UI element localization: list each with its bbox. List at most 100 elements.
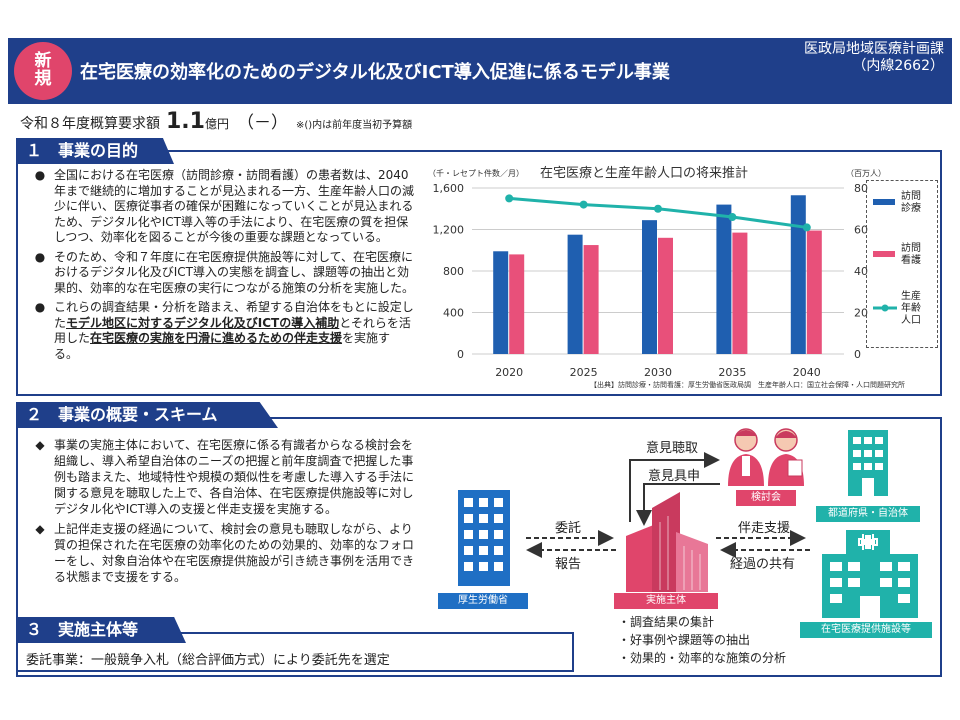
right-tick-label: 40 (854, 265, 868, 278)
bullet-text: そのため、令和７年度に在宅医療提供施設等に対して、在宅医療におけるデジタル化及び… (54, 249, 415, 295)
scheme-arrows (526, 452, 810, 558)
bullet-text: これらの調査結果・分析を踏まえ、希望する自治体をもとに設定したモデル地区に対する… (54, 300, 414, 362)
badge-line-1: 新 (34, 51, 52, 72)
facility-label: 在宅医療提供施設等 (800, 622, 932, 638)
section-scheme-title: ２ 事業の概要・スキーム (16, 402, 278, 428)
line-working-population (509, 196, 808, 229)
bullet-text: 事業の実施主体において、在宅医療に係る有識者からなる検討会を組織し、導入希望自治… (54, 438, 415, 516)
section-title-text: 実施主体等 (58, 620, 139, 639)
list-item: ・効果的・効率的な施策の分析 (618, 649, 786, 667)
legend-swatch-working-pop (873, 304, 897, 312)
scheme-bullet: ◆ 事業の実施主体において、在宅医療に係る有識者からなる検討会を組織し、導入希望… (26, 437, 418, 517)
bullet-text-a: これらの調査結果・分析を踏まえ、希望する自治体をもとに設定した (54, 300, 414, 330)
legend-label-visit-medical: 訪問 診療 (901, 191, 921, 215)
section-purpose-title: １ 事業の目的 (16, 138, 174, 164)
item-text: 効果的・効率的な施策の分析 (630, 651, 787, 665)
bar-visit-nursing (658, 237, 673, 354)
department-extension: （内線2662） (852, 58, 944, 74)
bullet-text: 全国における在宅医療（訪問診療・訪問看護）の患者数は、2040年まで継続的に増加… (54, 168, 415, 244)
bullet-mark: ● (34, 300, 46, 314)
bar-visit-medical (716, 204, 732, 354)
legend-text: 生産 (901, 291, 921, 302)
bullet-mark: ● (34, 249, 46, 264)
section-purpose-box (16, 150, 942, 396)
section-title-text: 事業の目的 (58, 141, 139, 160)
arrow-label-support: 伴走支援 (738, 521, 791, 536)
point-working-population (505, 194, 514, 203)
right-tick-label: 80 (854, 182, 868, 195)
section-number: ３ (26, 620, 43, 639)
item-mark: ・ (618, 633, 631, 647)
list-item: ・調査結果の集計 (618, 613, 786, 631)
bullet-highlight-1: モデル地区に対するデジタル化及びICTの導入補助 (66, 315, 340, 330)
right-tick-label: 0 (854, 348, 861, 361)
legend-label-visit-nursing: 訪問 看護 (901, 243, 921, 267)
purpose-bullet: ● 全国における在宅医療（訪問診療・訪問看護）の患者数は、2040年まで継続的に… (26, 168, 414, 246)
facility-hospital-icon (822, 530, 918, 618)
legend-text: 訪問 (901, 243, 921, 254)
list-item: ・好事例や課題等の抽出 (618, 631, 786, 649)
arrow-label-hearing: 意見聴取 (646, 441, 699, 456)
legend-text: 看護 (901, 255, 921, 266)
section-scheme-box (16, 417, 942, 677)
page-title: 在宅医療の効率化のためのデジタル化及びICT導入促進に係るモデル事業 (80, 62, 670, 83)
implementer-text: 委託事業：一般競争入札（総合評価方式）により委託先を選定 (26, 653, 390, 668)
left-tick-label: 400 (443, 307, 464, 320)
right-tick-label: 60 (854, 224, 868, 237)
item-text: 好事例や課題等の抽出 (630, 633, 751, 647)
left-tick-label: 1,200 (433, 224, 465, 237)
bar-visit-nursing (509, 254, 525, 354)
legend-text: 人口 (901, 315, 921, 326)
legend-swatch-visit-medical (873, 199, 895, 205)
left-axis-label: （千・レセプト件数／月） (428, 169, 524, 178)
new-badge: 新 規 (14, 42, 72, 100)
left-tick-label: 0 (457, 348, 464, 361)
bullet-text-c: とそれらを活用した (54, 315, 411, 346)
arrow-label-share: 経過の共有 (730, 557, 796, 572)
item-mark: ・ (618, 615, 631, 629)
prefecture-building-icon (848, 430, 888, 496)
department-info: 医政局地域医療計画課 （内線2662） (774, 41, 944, 75)
scheme-bullets: ◆ 事業の実施主体において、在宅医療に係る有識者からなる検討会を組織し、導入希望… (26, 437, 418, 589)
implementer-tasks: ・調査結果の集計 ・好事例や課題等の抽出 ・効果的・効率的な施策の分析 (618, 613, 786, 667)
right-tick-label: 20 (854, 307, 868, 320)
badge-line-2: 規 (34, 69, 52, 89)
bar-visit-medical (567, 234, 583, 354)
left-tick-label: 1,600 (433, 182, 465, 195)
x-tick-label: 2030 (644, 366, 672, 379)
implementer-building-icon (626, 492, 708, 592)
section-implementer-title: ３ 実施主体等 (16, 617, 186, 643)
bullet-text: 上記伴走支援の経過について、検討会の意見も聴取しながら、より質の担保された在宅医… (54, 522, 415, 584)
chart-legend: 訪問 診療 訪問 看護 生産 年齢 人口 (866, 180, 938, 348)
purpose-bullet: ● これらの調査結果・分析を踏まえ、希望する自治体をもとに設定したモデル地区に対… (26, 300, 414, 362)
point-working-population (579, 200, 588, 209)
right-axis-label: （百万人） (846, 169, 886, 178)
bullet-text-e: を実施する。 (54, 331, 391, 361)
budget-previous: （－） (237, 113, 288, 133)
chart-title: 在宅医療と生産年齢人口の将来推計 (540, 166, 749, 181)
bullet-highlight-2: 在宅医療の実施を円滑に進めるための伴走支援 (90, 331, 343, 345)
section-number: ２ (26, 405, 43, 424)
purpose-bullets: ● 全国における在宅医療（訪問診療・訪問看護）の患者数は、2040年まで継続的に… (26, 168, 414, 366)
x-tick-label: 2035 (718, 366, 746, 379)
scheme-bullet: ◆ 上記伴走支援の経過について、検討会の意見も聴取しながら、より質の担保された在… (26, 521, 418, 585)
legend-text: 診療 (901, 203, 921, 214)
bullet-mark: ◆ (35, 522, 45, 536)
legend-text: 訪問 (901, 191, 921, 202)
committee-people-icon (728, 428, 804, 486)
budget-label: 令和８年度概算要求額 (20, 116, 160, 132)
budget-line: 令和８年度概算要求額 1.1億円 （－） ※()内は前年度当初予算額 (20, 108, 412, 134)
arrow-label-report: 報告 (555, 557, 582, 572)
bar-visit-nursing (806, 230, 822, 354)
title-banner (8, 38, 952, 104)
budget-unit: 億円 (204, 117, 229, 131)
item-text: 調査結果の集計 (630, 615, 715, 629)
implementer-label: 実施主体 (614, 593, 718, 609)
chart-source: 【出典】訪問診療・訪問看護：厚生労働省医政局調 生産年齢人口：国立社会保障・人口… (590, 381, 905, 389)
x-tick-label: 2040 (793, 366, 821, 379)
legend-label-working-pop: 生産 年齢 人口 (901, 291, 921, 327)
bar-visit-medical (493, 251, 509, 354)
budget-amount: 1.1 (166, 109, 205, 134)
prefecture-label: 都道府県・自治体 (816, 506, 920, 522)
